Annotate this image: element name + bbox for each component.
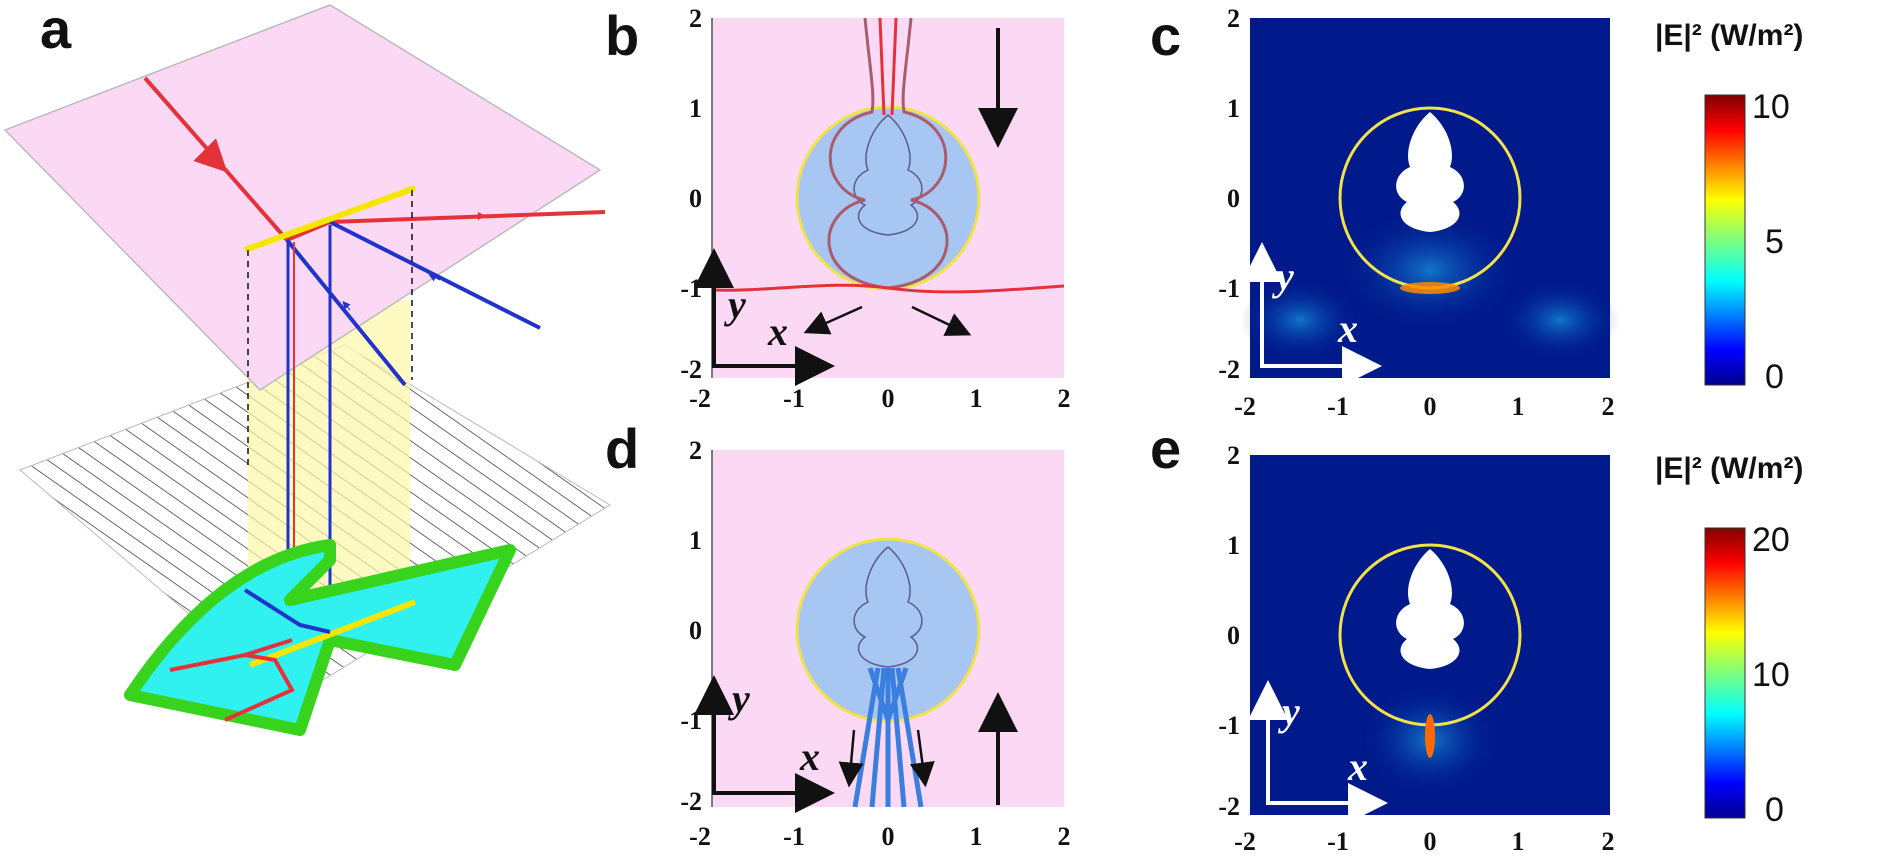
inner-obstacle bbox=[853, 546, 923, 668]
panel-label-c: c bbox=[1150, 4, 1181, 67]
focal-hotspot bbox=[1425, 714, 1435, 758]
obstacle-shape bbox=[1396, 549, 1464, 669]
tick-y: -1 bbox=[680, 274, 702, 303]
output-arrow bbox=[838, 729, 864, 788]
axis-label-x: x bbox=[1337, 306, 1358, 351]
tick-x: 2 bbox=[1602, 827, 1615, 856]
tick-x: -2 bbox=[689, 384, 711, 413]
tick-y: 2 bbox=[1227, 4, 1240, 33]
axis-label-y: y bbox=[728, 676, 750, 721]
pink-virtual-plane bbox=[3, 4, 602, 391]
tick-y: 0 bbox=[689, 184, 702, 213]
tick-x: 1 bbox=[1512, 392, 1525, 421]
axis-label-x: x bbox=[1347, 744, 1368, 789]
inner-obstacle bbox=[853, 114, 923, 236]
tick-x: 0 bbox=[882, 384, 895, 413]
panel-label-b: b bbox=[605, 4, 639, 67]
axis-label-y: y bbox=[1278, 689, 1300, 734]
panel-label-e: e bbox=[1150, 417, 1181, 480]
axis-label-x: x bbox=[767, 309, 788, 354]
output-arrow bbox=[909, 729, 935, 788]
device-red-ray-2 bbox=[224, 653, 295, 722]
blue-arrow-marker bbox=[342, 300, 351, 311]
colorbar-gradient bbox=[1704, 94, 1746, 386]
colorbar-bottom: |E|² (W/m²) 20 10 0 bbox=[1655, 452, 1803, 829]
tick-y: 1 bbox=[689, 526, 702, 555]
ray-line-bottom bbox=[711, 283, 1065, 294]
focused-rays bbox=[852, 667, 924, 808]
panel-label-d: d bbox=[605, 417, 639, 480]
output-arrow bbox=[911, 305, 972, 336]
tick-x: 0 bbox=[1424, 827, 1437, 856]
tick-y: -1 bbox=[1218, 274, 1240, 303]
tick-y: -2 bbox=[680, 355, 702, 384]
tick-x: 0 bbox=[1424, 392, 1437, 421]
obstacle-shape bbox=[1396, 112, 1464, 232]
panel-b: b y x 2 1 0 -1 -2 -2 -1 0 1 2 bbox=[605, 4, 1071, 413]
red-arrow-marker bbox=[193, 138, 228, 173]
colorbar-tick: 10 bbox=[1752, 88, 1790, 126]
tick-y: 0 bbox=[1227, 621, 1240, 650]
tick-x: 1 bbox=[970, 384, 983, 413]
output-arrow bbox=[803, 305, 863, 335]
tick-x: 2 bbox=[1058, 384, 1071, 413]
colorbar-tick: 20 bbox=[1752, 521, 1790, 559]
tick-y: 1 bbox=[689, 94, 702, 123]
blue-arrow-marker-2 bbox=[428, 274, 441, 282]
tick-y: -1 bbox=[680, 706, 702, 735]
interface-line-bottom bbox=[248, 599, 417, 668]
tick-y: -1 bbox=[1218, 711, 1240, 740]
panel-d: d y x 2 1 0 -1 -2 -2 -1 0 1 2 bbox=[605, 417, 1071, 851]
tick-x: 2 bbox=[1058, 822, 1071, 851]
panel-c: c y x 2 1 0 -1 -2 -2 -1 0 1 2 bbox=[1150, 4, 1620, 421]
colorbar-tick: 5 bbox=[1765, 223, 1784, 261]
colorbar-tick: 0 bbox=[1765, 358, 1784, 396]
tick-x: -1 bbox=[1327, 827, 1349, 856]
tick-x: -2 bbox=[1234, 392, 1256, 421]
tick-y: -2 bbox=[1218, 792, 1240, 821]
colorbar-tick: 10 bbox=[1752, 656, 1790, 694]
panel-e: e y x 2 1 0 -1 -2 -2 -1 0 1 2 bbox=[1150, 417, 1615, 856]
panel-label-a: a bbox=[40, 0, 72, 60]
colorbar-title: |E|² (W/m²) bbox=[1655, 452, 1803, 485]
focal-hotspot bbox=[1400, 282, 1460, 294]
tick-x: 2 bbox=[1602, 392, 1615, 421]
outgoing-red-ray bbox=[329, 210, 606, 224]
colorbar-top: |E|² (W/m²) 10 5 0 bbox=[1655, 19, 1803, 396]
ray-line bbox=[878, 17, 886, 116]
tick-y: 1 bbox=[1227, 94, 1240, 123]
tick-x: 1 bbox=[1512, 827, 1525, 856]
field-glow bbox=[1340, 210, 1520, 330]
axis-label-y: y bbox=[724, 282, 746, 327]
device-blue-ray bbox=[243, 588, 331, 634]
tick-y: 0 bbox=[689, 616, 702, 645]
interface-line-top bbox=[243, 185, 417, 253]
field-glow bbox=[1500, 280, 1620, 360]
tick-x: -1 bbox=[783, 822, 805, 851]
axis-label-x: x bbox=[799, 734, 820, 779]
axis-label-y: y bbox=[1272, 254, 1294, 299]
panel-a: a bbox=[3, 0, 611, 736]
tick-x: 0 bbox=[882, 822, 895, 851]
tick-x: -2 bbox=[689, 822, 711, 851]
ray-line bbox=[890, 17, 898, 116]
tick-y: 2 bbox=[689, 436, 702, 465]
tick-x: -1 bbox=[783, 384, 805, 413]
tick-y: 2 bbox=[1227, 441, 1240, 470]
tick-y: -2 bbox=[680, 787, 702, 816]
blue-ray-lower bbox=[285, 238, 407, 387]
colorbar-gradient bbox=[1704, 527, 1746, 819]
colorbar-title: |E|² (W/m²) bbox=[1655, 19, 1803, 52]
tick-x: -1 bbox=[1327, 392, 1349, 421]
red-ray-segment bbox=[286, 220, 331, 242]
tick-x: 1 bbox=[970, 822, 983, 851]
field-glow bbox=[1240, 280, 1360, 360]
tick-y: -2 bbox=[1218, 355, 1240, 384]
tick-y: 1 bbox=[1227, 531, 1240, 560]
tick-x: -2 bbox=[1234, 827, 1256, 856]
tick-y: 0 bbox=[1227, 184, 1240, 213]
tick-y: 2 bbox=[689, 4, 702, 33]
colorbar-tick: 0 bbox=[1765, 791, 1784, 829]
